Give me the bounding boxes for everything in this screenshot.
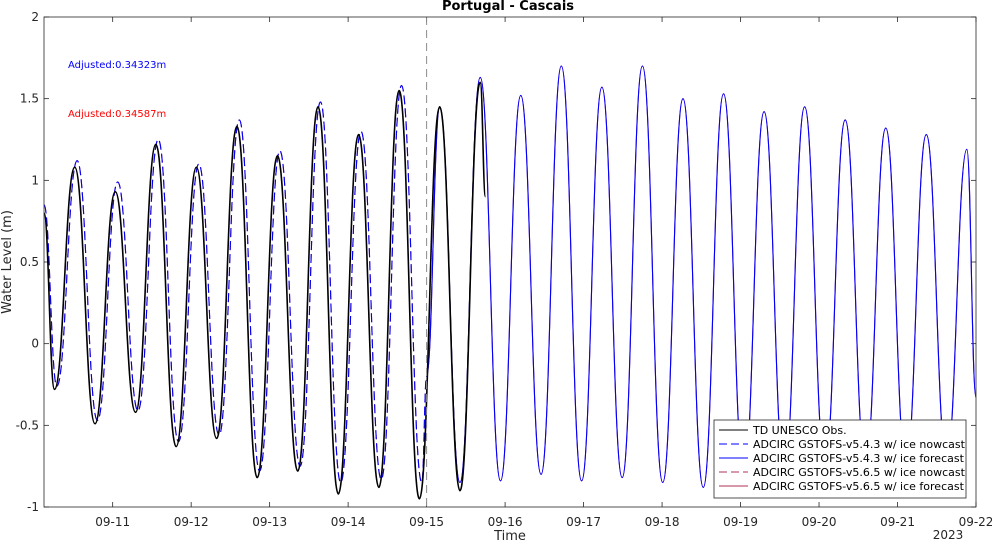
x-tick-label: 09-17 <box>566 515 601 529</box>
x-tick-label: 09-21 <box>880 515 915 529</box>
legend-entry: ADCIRC GSTOFS-v5.4.3 w/ ice forecast <box>719 452 965 465</box>
y-tick-label: 2 <box>31 10 39 24</box>
legend-label: TD UNESCO Obs. <box>752 424 847 437</box>
y-tick-label: 1 <box>31 173 39 187</box>
x-tick-label: 09-18 <box>645 515 680 529</box>
tick-labels: -1 -0.5 0 0.5 1 1.5 2 09-11 09-12 09-13 09-14 09-15… <box>16 10 992 529</box>
legend-entry: ADCIRC GSTOFS-v5.6.5 w/ ice forecast <box>719 480 965 493</box>
series-layer <box>43 65 977 500</box>
annotation-adjusted-red: Adjusted:0.34587m <box>68 109 166 120</box>
x-tick-label: 09-14 <box>331 515 366 529</box>
x-tick-label: 09-22 <box>959 515 992 529</box>
x-tick-label: 09-12 <box>174 515 209 529</box>
x-tick-label: 09-13 <box>252 515 287 529</box>
y-axis-title: Water Level (m) <box>0 210 15 314</box>
legend-entry: ADCIRC GSTOFS-v5.4.3 w/ ice nowcast <box>719 438 966 451</box>
series-line-1 <box>43 81 487 500</box>
y-tick-label: -0.5 <box>16 418 39 432</box>
x-tick-label: 09-11 <box>95 515 130 529</box>
x-tick-label: 09-16 <box>488 515 523 529</box>
legend-entry: ADCIRC GSTOFS-v5.6.5 w/ ice nowcast <box>719 466 966 479</box>
x-tick-label: 09-19 <box>723 515 758 529</box>
x-tick-label: 09-15 <box>409 515 444 529</box>
legend-label: ADCIRC GSTOFS-v5.6.5 w/ ice forecast <box>753 480 965 493</box>
legend: TD UNESCO Obs. ADCIRC GSTOFS-v5.4.3 w/ i… <box>713 419 967 499</box>
x-tick-label: 09-20 <box>802 515 837 529</box>
legend-box <box>713 419 967 499</box>
series-line-2 <box>43 85 428 484</box>
year-label: 2023 <box>933 528 964 541</box>
annotation-adjusted-blue: Adjusted:0.34323m <box>68 60 166 71</box>
plot-frame <box>43 16 977 508</box>
y-tick-label: -1 <box>27 500 39 514</box>
y-tick-label: 1.5 <box>20 92 39 106</box>
series-line-3 <box>426 65 977 488</box>
y-tick-label: 0 <box>31 337 39 351</box>
legend-label: ADCIRC GSTOFS-v5.4.3 w/ ice nowcast <box>753 438 966 451</box>
y-tick-label: 0.5 <box>20 255 39 269</box>
axis-ticks <box>44 16 977 508</box>
legend-entry: TD UNESCO Obs. <box>719 424 847 437</box>
legend-label: ADCIRC GSTOFS-v5.4.3 w/ ice forecast <box>753 452 965 465</box>
legend-label: ADCIRC GSTOFS-v5.6.5 w/ ice nowcast <box>753 466 966 479</box>
x-axis-title: Time <box>493 529 526 541</box>
chart-title: Portugal - Cascais <box>442 0 574 14</box>
